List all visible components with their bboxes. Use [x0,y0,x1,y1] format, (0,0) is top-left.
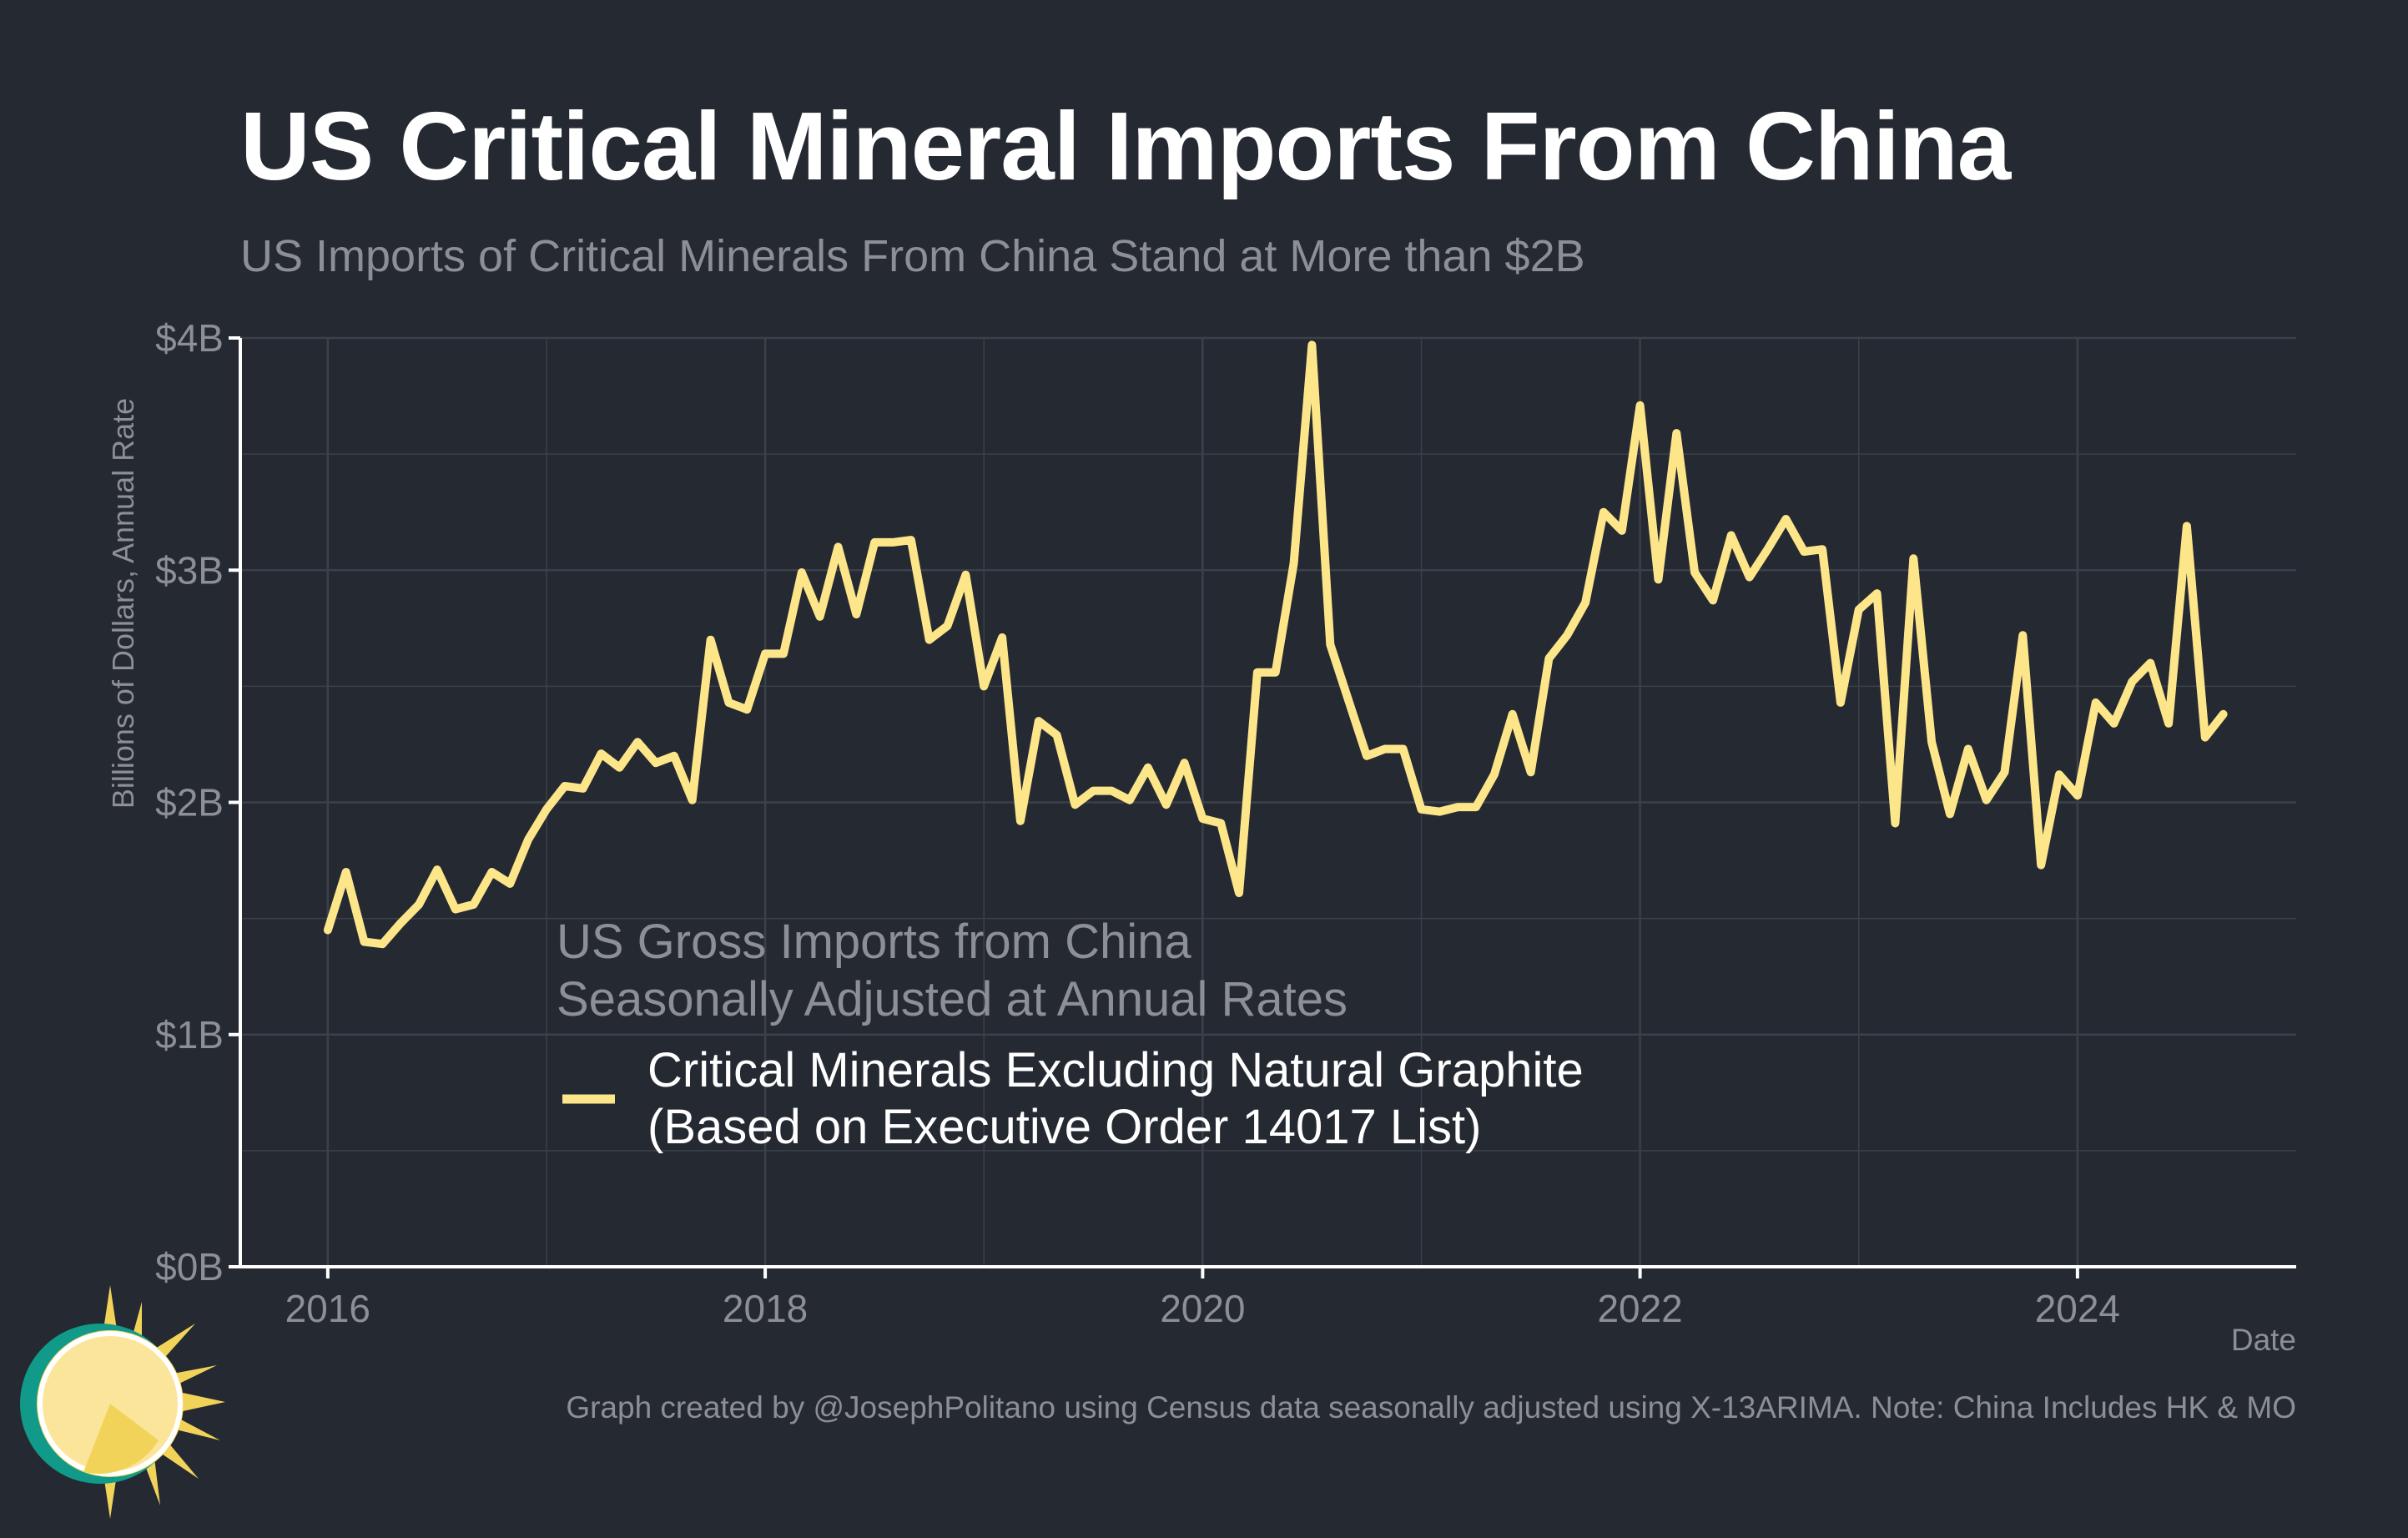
legend-entry-line-1: Critical Minerals Excluding Natural Grap… [647,1043,1584,1097]
legend-title-line-2: Seasonally Adjusted at Annual Rates [557,972,1348,1026]
y-tick-label: $2B [155,781,224,824]
x-tick-label: 2016 [285,1287,370,1330]
x-axis-ticks: 2016 2018 2020 2022 2024 [285,1267,2120,1330]
y-tick-label: $1B [155,1013,224,1056]
x-tick-label: 2022 [1597,1287,1682,1330]
x-tick-label: 2018 [723,1287,808,1330]
major-gridlines [240,336,2296,1267]
legend: US Gross Imports from China Seasonally A… [557,915,1584,1154]
y-tick-label: $3B [155,548,224,592]
x-tick-label: 2020 [1160,1287,1245,1330]
y-axis-label: Billions of Dollars, Annual Rate [106,398,140,809]
x-axis-label: Date [2230,1323,2296,1357]
y-tick-label: $0B [155,1245,224,1288]
x-tick-label: 2024 [2035,1287,2120,1330]
legend-title-line-1: US Gross Imports from China [557,915,1191,969]
page-title: US Critical Mineral Imports From China [240,92,2011,200]
page-subtitle: US Imports of Critical Minerals From Chi… [240,231,1585,281]
source-credit: Graph created by @JosephPolitano using C… [566,1390,2296,1425]
series-line-critical-minerals [323,340,2228,949]
y-axis-ticks: $0B $1B $2B $3B $4B [155,316,240,1288]
y-tick-label: $4B [155,316,224,360]
legend-entry-line-2: (Based on Executive Order 14017 List) [647,1100,1481,1154]
series-layer [323,340,2228,949]
sun-logo-icon [20,1285,225,1519]
